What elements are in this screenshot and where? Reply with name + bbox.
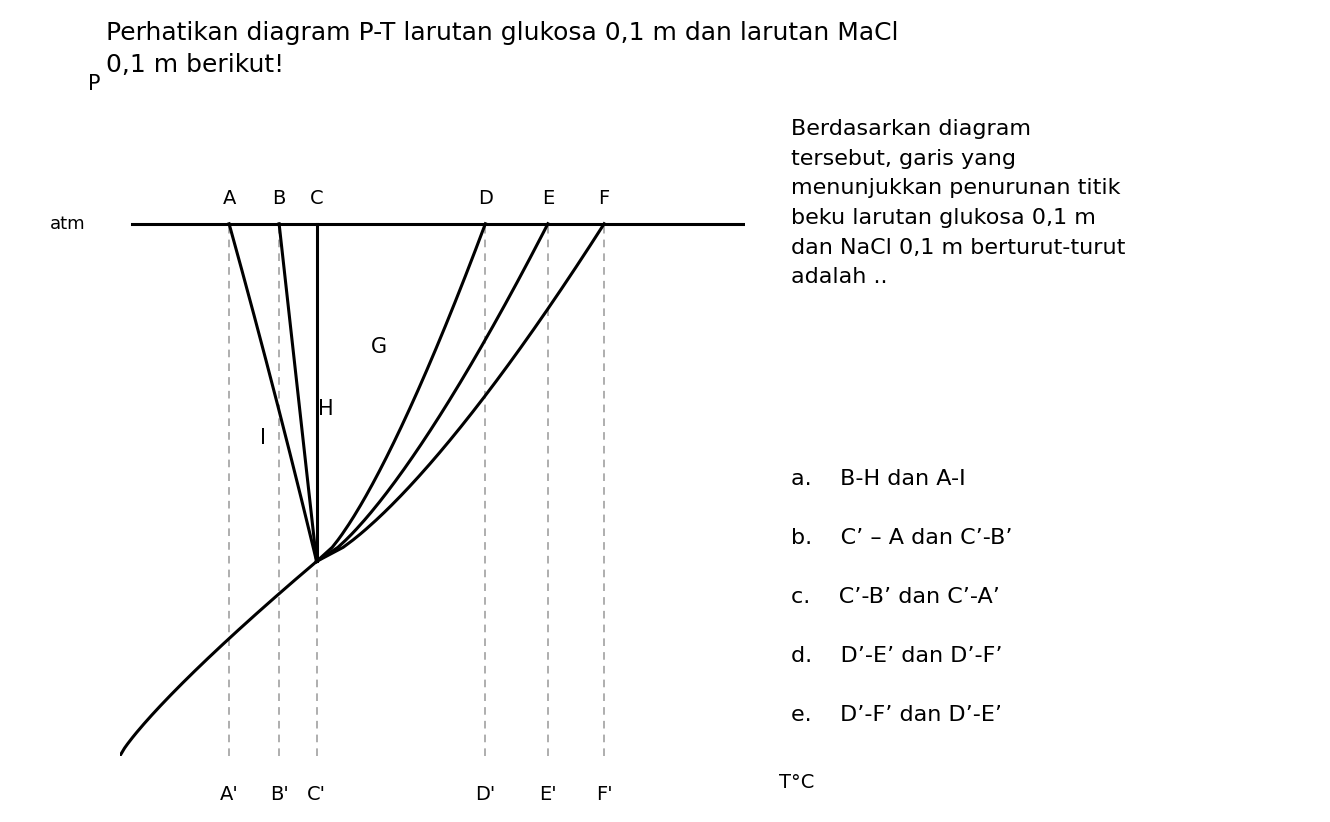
Text: I: I (261, 428, 266, 448)
Text: Berdasarkan diagram
tersebut, garis yang
menunjukkan penurunan titik
beku laruta: Berdasarkan diagram tersebut, garis yang… (791, 119, 1125, 287)
Text: D: D (477, 188, 493, 207)
Text: F': F' (596, 786, 613, 805)
Text: A: A (222, 188, 235, 207)
Text: T°C: T°C (779, 773, 814, 792)
Text: A': A' (219, 786, 238, 805)
Text: a.    B-H dan A-I: a. B-H dan A-I (791, 469, 966, 488)
Text: e.    D’-F’ dan D’-E’: e. D’-F’ dan D’-E’ (791, 705, 1003, 725)
Text: H: H (318, 399, 334, 419)
Text: P: P (89, 74, 101, 95)
Text: F: F (598, 188, 609, 207)
Text: d.    D’-E’ dan D’-F’: d. D’-E’ dan D’-F’ (791, 646, 1003, 666)
Text: C: C (310, 188, 323, 207)
Text: b.    C’ – A dan C’-B’: b. C’ – A dan C’-B’ (791, 528, 1013, 547)
Text: C': C' (307, 786, 326, 805)
Text: E': E' (539, 786, 557, 805)
Text: B': B' (270, 786, 289, 805)
Text: Perhatikan diagram P-T larutan glukosa 0,1 m dan larutan MaCl: Perhatikan diagram P-T larutan glukosa 0… (106, 21, 899, 44)
Text: B: B (273, 188, 286, 207)
Text: D': D' (475, 786, 496, 805)
Text: E: E (541, 188, 555, 207)
Text: 0,1 m berikut!: 0,1 m berikut! (106, 53, 285, 77)
Text: c.    C’-B’ dan C’-A’: c. C’-B’ dan C’-A’ (791, 587, 1000, 607)
Text: G: G (371, 337, 387, 357)
Text: atm: atm (49, 215, 85, 233)
